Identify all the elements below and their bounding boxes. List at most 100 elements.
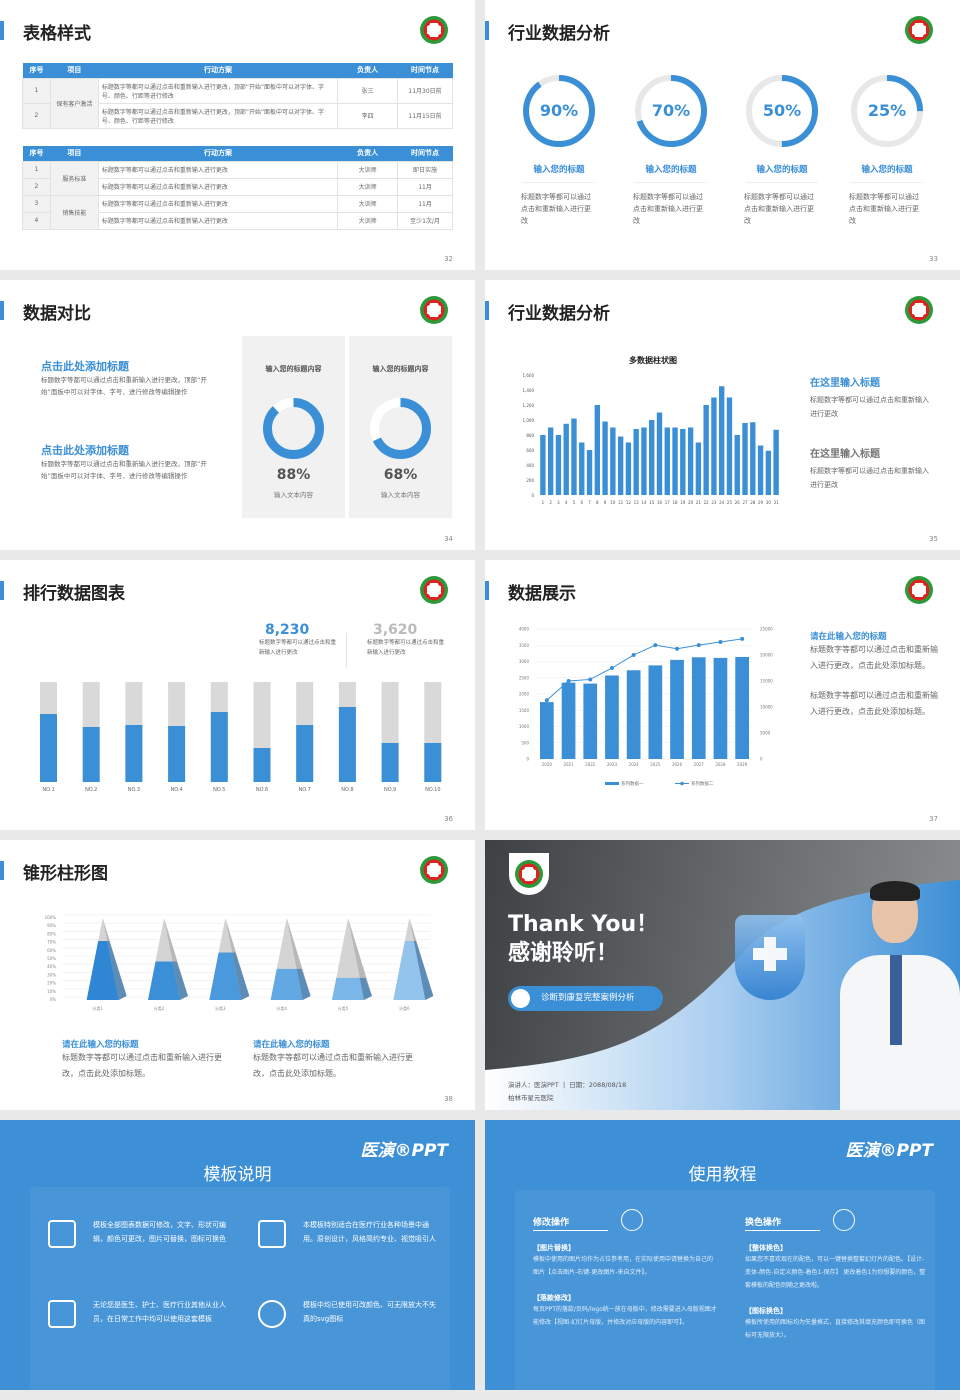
- slide-34[interactable]: 数据对比 点击此处添加标题 标题数字等都可以通过点击和重新输入进行更改，顶部“开…: [0, 280, 475, 550]
- hospital-logo-icon: [905, 16, 933, 44]
- section-text: 如果您不喜欢现在的配色，可以一键替换整套幻灯片的配色。【设计-变体-颜色-自定义…: [745, 1256, 926, 1289]
- cell: 4: [22, 211, 51, 230]
- y2-tick-label: 20000: [760, 653, 773, 658]
- ring-progress: [851, 75, 923, 147]
- cell: 至少1次/月: [397, 211, 453, 230]
- y2-tick-label: 0: [760, 757, 763, 762]
- tutorial-column: 修改操作 【图片替换】 模板中使用的图片均作为占位参考用，在实际使用中请替换为自己的…: [533, 1209, 718, 1329]
- x-tick-label: 2025: [650, 762, 661, 767]
- title-bar: [0, 581, 4, 600]
- text-desc: 标题数字等都可以通过点击和重新输入进行更改，顶部“开始”面板中可以对字体、字号、…: [41, 376, 207, 396]
- bar: [711, 397, 717, 495]
- bar: [664, 427, 670, 495]
- progress-ring: [635, 75, 707, 147]
- table-row: 3 销售技能 标题数字等都可以通过点击和重新输入进行更改 大训师 11月: [22, 194, 453, 230]
- pyramid-bar-side: [359, 977, 372, 1000]
- document-icon: [511, 989, 530, 1008]
- divider: [523, 182, 595, 183]
- slide-37[interactable]: 数据展示 0 500 1000 1500 2000 2500 3000 3500 4000 0 50…: [485, 560, 960, 830]
- slide-35[interactable]: 行业数据分析 多数据柱状图 0 200 400 600 800 1,000 1,200 1,40…: [485, 280, 960, 550]
- pyramid-bar: [148, 961, 180, 1000]
- slide-36[interactable]: 排行数据图表 8,230 标题数字等都可以通过点击和重新输入进行更改 3,620…: [0, 560, 475, 830]
- slide-template-description[interactable]: 医演®PPT 模板说明 模板全部图表数据可修改，文字、形状可编辑，颜色可更改，图…: [0, 1120, 475, 1390]
- y-tick-label: 1,200: [523, 403, 535, 408]
- pyramid-chart: 0% 10% 20% 30% 40% 50% 60% 70% 80% 90% 100% 分类1 分类2 分…: [45, 914, 434, 1011]
- x-tick-label: 27: [742, 500, 748, 505]
- x-tick-label: 5: [573, 500, 576, 505]
- title-bar: [485, 301, 489, 320]
- y-tick-label: 90%: [47, 923, 56, 928]
- bar: [617, 436, 624, 495]
- bar: [641, 427, 647, 495]
- cell: 标题数字等都可以通过点击和重新输入进行更改: [97, 177, 339, 196]
- ring-value: 50%: [762, 101, 802, 120]
- ring-progress: [262, 397, 324, 459]
- action-table-1: 序号 项目 行动方案 负责人 时间节点 1 保有客户激活 标题数字等都可以通过点击和重新输入进…: [22, 63, 453, 129]
- y-tick-label: 1500: [519, 708, 530, 713]
- compare-card: 输入您的标题内容 68% 输入文本内容: [349, 336, 452, 518]
- item-title: 输入您的标题: [756, 165, 808, 175]
- ring-value: 70%: [651, 101, 691, 120]
- side-title: 在这里输入标题: [810, 449, 880, 460]
- y-tick-label: 4000: [519, 627, 530, 632]
- text-title: 请在此输入您的标题: [62, 1040, 139, 1050]
- section-heading: 【整体换色】: [745, 1244, 787, 1252]
- cell: 3: [22, 194, 51, 213]
- y-tick-label: 3000: [519, 659, 530, 664]
- slide-thank-you[interactable]: Thank You！ 感谢聆听！ 诊断到康复完整案例分析 演讲人：医演PPT |…: [485, 840, 960, 1110]
- bar: [625, 442, 632, 495]
- cell: 标题数字等都可以通过点击和重新输入进行更改: [97, 211, 339, 230]
- side-title: 在这里输入标题: [810, 378, 880, 389]
- title-bar: [485, 581, 489, 600]
- y-tick-label: 200: [526, 478, 534, 483]
- cell: 1: [22, 160, 51, 179]
- bar: [734, 435, 740, 495]
- bar: [563, 423, 569, 495]
- hospital-logo-icon: [420, 296, 448, 324]
- slide-33[interactable]: 行业数据分析 90% 输入您的标题标题数字等都可以通过点击和重新输入进行更改 70%…: [485, 0, 960, 270]
- slide-38[interactable]: 锥形柱形图 0% 10% 20% 30% 40% 50% 60% 70% 80% 90% 100% 分…: [0, 840, 475, 1110]
- bar: [773, 429, 779, 495]
- title-bar: [0, 21, 4, 40]
- slide-title: 行业数据分析: [508, 24, 610, 44]
- ring-value: 90%: [539, 101, 579, 120]
- x-tick-label: 2024: [629, 762, 640, 767]
- compare-card: 输入您的标题内容 88% 输入文本内容: [242, 336, 345, 518]
- column-header: 项目: [50, 146, 99, 161]
- multi-bar-chart: 多数据柱状图 0 200 400 600 800 1,000 1,200 1,400 1,600 1…: [523, 355, 780, 505]
- item-title: 输入您的标题: [645, 165, 697, 175]
- hospital-logo-icon: [420, 576, 448, 604]
- bar: [602, 421, 608, 495]
- section-text: 每页PPT的落款/页码/logo统一放在母版中，修改需要进入母版视图才能修改【视…: [533, 1306, 717, 1326]
- y-tick-label: 2500: [519, 675, 530, 680]
- side-desc: 标题数字等都可以通过点击和重新输入进行更改: [810, 396, 929, 418]
- x-tick-label: NO.9: [384, 787, 396, 793]
- pyramid-bar-side: [172, 961, 188, 1000]
- user-card-icon: [48, 1300, 76, 1328]
- slide-title: 锥形柱形图: [23, 864, 108, 884]
- x-tick-label: 2029: [737, 762, 748, 767]
- slide-tutorial[interactable]: 医演®PPT 使用教程 修改操作 【图片替换】 模板中使用的图片均作为占位参考用，在…: [485, 1120, 960, 1390]
- x-tick-label: 11: [618, 500, 624, 505]
- column-title: 修改操作: [533, 1215, 608, 1231]
- bar: [626, 670, 641, 759]
- description-text: 模板中均已使用可改颜色、可无限放大不失真的svg图标: [303, 1301, 436, 1323]
- action-table-2: 序号 项目 行动方案 负责人 时间节点 1 服务标准 标题数字等都可以通过点击和重新输入进行更…: [22, 146, 453, 230]
- cell: 大训师: [337, 160, 399, 179]
- bar: [649, 420, 655, 495]
- bar: [757, 445, 764, 495]
- cell: 标题数字等都可以通过点击和重新输入进行更改: [97, 194, 339, 213]
- x-tick-label: 13: [634, 500, 640, 505]
- case-analysis-button[interactable]: 诊断到康复完整案例分析: [508, 986, 663, 1011]
- bar: [610, 427, 616, 495]
- y-tick-label: 0: [526, 757, 529, 762]
- x-tick-label: 15: [649, 500, 655, 505]
- thank-you-cn: 感谢聆听！: [508, 941, 619, 966]
- pyramid-bar: [270, 968, 303, 1000]
- item-desc: 标题数字等都可以通过点击和重新输入进行更改: [633, 193, 703, 225]
- cell-group: 服务标准: [49, 160, 99, 196]
- slide-32[interactable]: 表格样式 序号 项目 行动方案 负责人 时间节点 1 保有客户激活 标题数字等都可以通过点击和…: [0, 0, 475, 270]
- cell: 11月15日前: [397, 102, 453, 129]
- x-tick-label: 17: [665, 500, 671, 505]
- title-bar: [0, 301, 4, 320]
